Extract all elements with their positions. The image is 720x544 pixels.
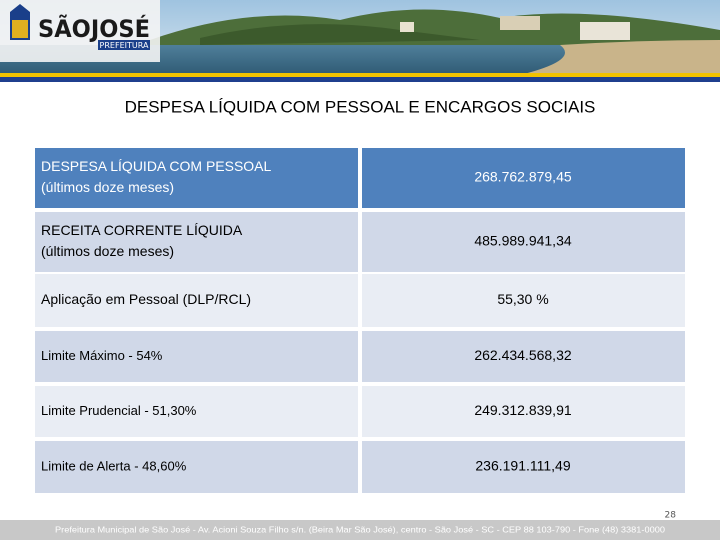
row-label: (últimos doze meses) xyxy=(41,243,174,259)
cell xyxy=(362,148,685,208)
cell xyxy=(35,331,358,382)
table: DESPESA LÍQUIDA COM PESSOAL (últimos doze… xyxy=(35,148,685,493)
row-label: RECEITA CORRENTE LÍQUIDA xyxy=(41,222,243,238)
row-label: Limite de Alerta - 48,60% xyxy=(41,458,187,473)
logo-sub: PREFEITURA xyxy=(100,41,149,50)
row-label: (últimos doze meses) xyxy=(41,179,174,195)
row-label: Limite Máximo - 54% xyxy=(41,348,163,363)
row-value: 268.762.879,45 xyxy=(474,169,572,185)
row-value: 55,30 % xyxy=(497,291,548,307)
cell xyxy=(362,212,685,272)
row-label: Limite Prudencial - 51,30% xyxy=(41,403,197,418)
row-value: 236.191.111,49 xyxy=(475,458,570,474)
page-number: 28 xyxy=(665,511,677,521)
header-banner: SÃOJOSÉ PREFEITURA xyxy=(0,0,720,82)
row-label: Aplicação em Pessoal (DLP/RCL) xyxy=(41,291,251,307)
cell xyxy=(35,386,358,437)
cell xyxy=(362,331,685,382)
cell xyxy=(362,274,685,327)
cell xyxy=(362,386,685,437)
row-value: 485.989.941,34 xyxy=(474,233,572,249)
cell xyxy=(35,212,358,272)
cell xyxy=(35,441,358,493)
row-value: 249.312.839,91 xyxy=(474,402,572,418)
logo: SÃOJOSÉ xyxy=(38,14,150,43)
row-label: DESPESA LÍQUIDA COM PESSOAL xyxy=(41,158,272,174)
cell xyxy=(35,148,358,208)
slide-title: DESPESA LÍQUIDA COM PESSOAL E ENCARGOS S… xyxy=(125,97,596,116)
cell xyxy=(35,274,358,327)
cell xyxy=(362,441,685,493)
row-value: 262.434.568,32 xyxy=(474,347,572,363)
footer-text: Prefeitura Municipal de São José - Av. A… xyxy=(55,524,665,534)
footer-bar xyxy=(0,520,720,540)
